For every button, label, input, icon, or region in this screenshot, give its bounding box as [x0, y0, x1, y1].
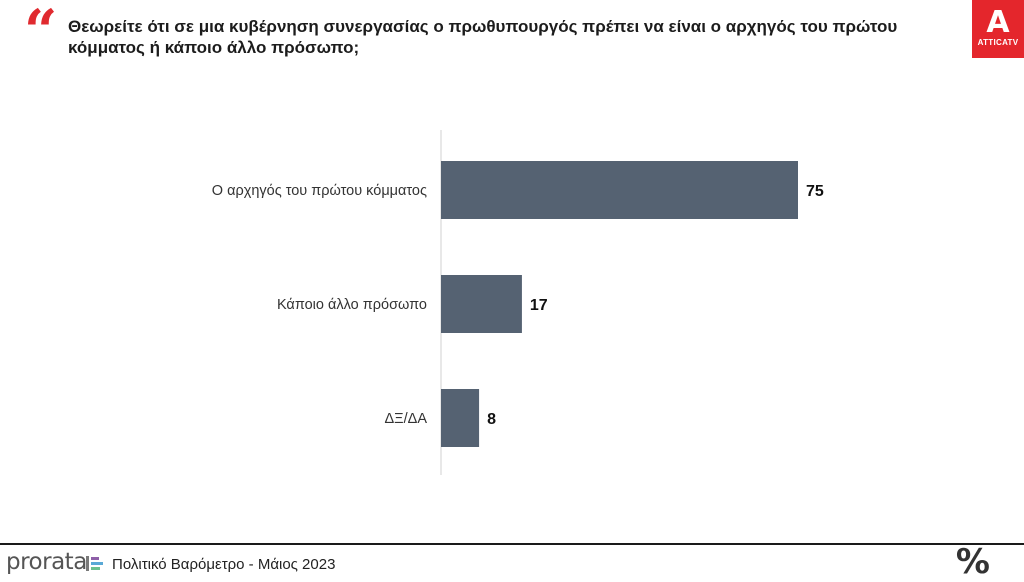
value-label-2: 17 — [530, 297, 548, 314]
category-label-2: Κάποιο άλλο πρόσωπο — [277, 297, 427, 313]
quote-icon: “ — [24, 0, 57, 65]
category-label-3: ΔΞ/ΔΑ — [385, 411, 428, 427]
footer-text: Πολιτικό Βαρόμετρο - Μάιος 2023 — [112, 556, 336, 573]
footer-divider — [0, 543, 1024, 545]
value-label-3: 8 — [487, 411, 496, 428]
percent-icon: % — [955, 542, 990, 582]
value-label-1: 75 — [806, 183, 824, 200]
category-label-1: Ο αρχηγός του πρώτου κόμματος — [212, 183, 427, 199]
bar-1 — [441, 161, 798, 219]
bar-3 — [441, 389, 480, 447]
question-title: Θεωρείτε ότι σε μια κυβέρνηση συνεργασία… — [68, 17, 898, 57]
bar-2 — [441, 275, 522, 333]
logo-letter: A — [986, 5, 1010, 40]
attica-tv-logo: A ATTICATV — [972, 0, 1024, 58]
logo-text: ATTICATV — [977, 38, 1019, 47]
prorata-bars-icon — [86, 556, 103, 571]
bar-chart: Ο αρχηγός του πρώτου κόμματος 75 Κάποιο άλ… — [212, 130, 824, 475]
prorata-logo: prorata — [6, 549, 87, 575]
